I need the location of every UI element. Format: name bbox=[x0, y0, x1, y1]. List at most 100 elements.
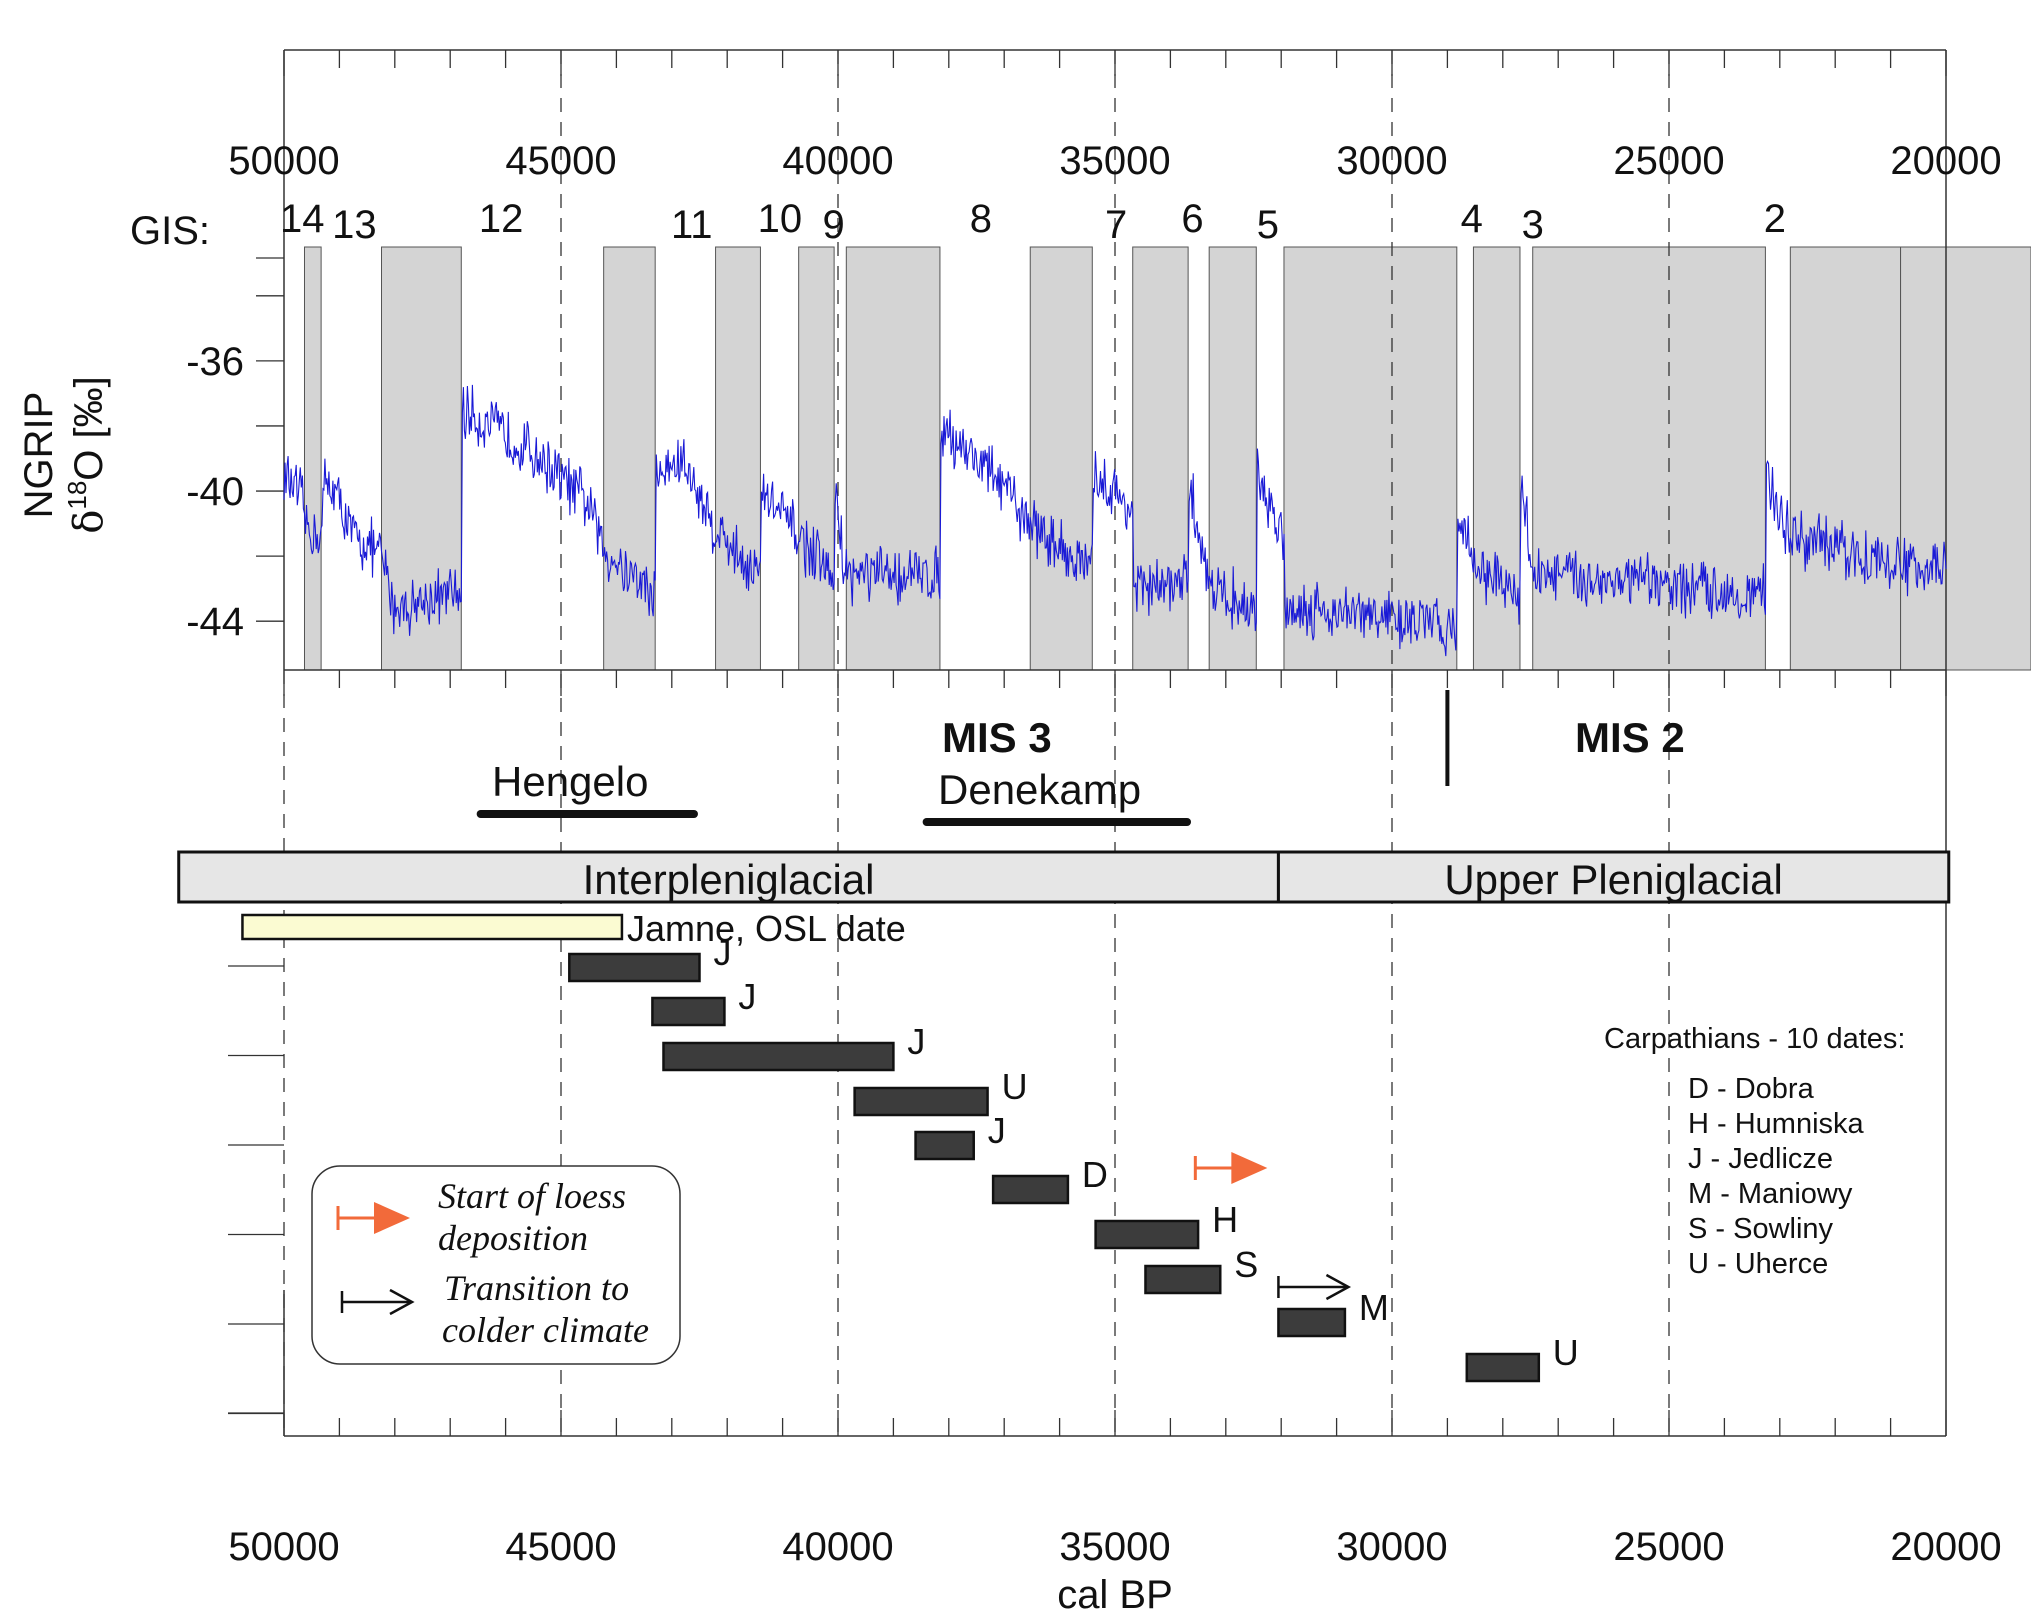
carpathians-item-0: D - Dobra bbox=[1688, 1073, 1815, 1105]
date-label-6: D bbox=[1082, 1154, 1108, 1195]
gis-label-9: 9 bbox=[822, 203, 844, 247]
carpathians-item-2: J - Jedlicze bbox=[1688, 1143, 1833, 1175]
gis-label-8: 8 bbox=[970, 197, 992, 241]
x-tick-label-top-30000: 30000 bbox=[1336, 139, 1447, 183]
period-box-1 bbox=[1276, 850, 1951, 904]
stadial-band-0 bbox=[303, 246, 322, 671]
date-bar-7 bbox=[1094, 1219, 1200, 1250]
series-line-d18o bbox=[283, 384, 1947, 657]
gis-label-12: 12 bbox=[479, 197, 524, 241]
gis-label-14: 14 bbox=[280, 197, 325, 241]
date-label-7: H bbox=[1212, 1199, 1238, 1240]
legend-colder-line2: colder climate bbox=[442, 1310, 649, 1350]
period-label-0: Interpleniglacial bbox=[583, 856, 875, 903]
legend-colder-arrow bbox=[340, 1288, 415, 1316]
denekamp-label: Denekamp bbox=[938, 766, 1141, 813]
gis-label-5: 5 bbox=[1257, 203, 1279, 247]
date-label-9: M bbox=[1359, 1287, 1389, 1328]
x-tick-label-top-20000: 20000 bbox=[1890, 139, 2001, 183]
stadial-band-13 bbox=[1900, 246, 2031, 671]
date-label-2: J bbox=[738, 976, 756, 1017]
gis-label-10: 10 bbox=[758, 197, 803, 241]
date-bar-0 bbox=[241, 913, 624, 941]
legend-loess-arrow bbox=[336, 1202, 410, 1234]
date-bar-5 bbox=[914, 1130, 975, 1161]
y-tick-label-2: -44 bbox=[186, 600, 244, 644]
date-bar-6 bbox=[991, 1174, 1070, 1205]
y-tick-label-0: -36 bbox=[186, 340, 244, 384]
x-tick-label-bottom-50000: 50000 bbox=[228, 1525, 339, 1569]
stadial-band-5 bbox=[845, 246, 941, 671]
gis-label-13: 13 bbox=[332, 203, 377, 247]
date-bar-4 bbox=[853, 1086, 989, 1117]
date-label-8: S bbox=[1234, 1244, 1258, 1285]
x-tick-label-top-25000: 25000 bbox=[1613, 139, 1724, 183]
carpathians-title: Carpathians - 10 dates: bbox=[1604, 1023, 1905, 1055]
date-bar-2 bbox=[651, 996, 726, 1027]
stadial-band-9 bbox=[1283, 246, 1458, 671]
gis-prefix: GIS: bbox=[130, 209, 210, 253]
gis-label-3: 3 bbox=[1522, 203, 1544, 247]
x-tick-label-top-40000: 40000 bbox=[782, 139, 893, 183]
y-axis-label-line2: δ18O [‰] bbox=[62, 376, 112, 533]
loess-arrow-head bbox=[1231, 1152, 1268, 1184]
hengelo-label: Hengelo bbox=[492, 758, 648, 805]
x-axis-label: cal BP bbox=[1057, 1573, 1173, 1617]
date-bar-3 bbox=[662, 1041, 895, 1072]
gis-label-6: 6 bbox=[1181, 197, 1203, 241]
period-box-0 bbox=[177, 850, 1280, 904]
mis3-label: MIS 3 bbox=[942, 714, 1052, 761]
x-tick-label-bottom-30000: 30000 bbox=[1336, 1525, 1447, 1569]
x-tick-label-bottom-40000: 40000 bbox=[782, 1525, 893, 1569]
x-tick-label-top-35000: 35000 bbox=[1059, 139, 1170, 183]
stadial-band-10 bbox=[1472, 246, 1521, 671]
carpathians-item-4: S - Sowliny bbox=[1688, 1213, 1834, 1245]
stadial-band-3 bbox=[715, 246, 761, 671]
carpathians-item-3: M - Maniowy bbox=[1688, 1178, 1853, 1210]
stadial-band-11 bbox=[1532, 246, 1766, 671]
x-tick-label-bottom-35000: 35000 bbox=[1059, 1525, 1170, 1569]
x-tick-label-top-50000: 50000 bbox=[228, 139, 339, 183]
legend-loess-line2: deposition bbox=[438, 1218, 588, 1258]
carpathians-item-1: H - Humniska bbox=[1688, 1108, 1865, 1140]
stadial-band-2 bbox=[603, 246, 656, 671]
gis-label-11: 11 bbox=[671, 203, 713, 247]
stadial-band-6 bbox=[1029, 246, 1093, 671]
mis2-label: MIS 2 bbox=[1575, 714, 1685, 761]
x-tick-label-top-45000: 45000 bbox=[505, 139, 616, 183]
gis-label-2: 2 bbox=[1764, 197, 1786, 241]
date-label-0: Jamne, OSL date bbox=[627, 908, 906, 949]
loess-arrow bbox=[1193, 1152, 1268, 1184]
gis-label-4: 4 bbox=[1461, 197, 1483, 241]
date-label-1: J bbox=[714, 932, 732, 973]
date-label-10: U bbox=[1553, 1332, 1579, 1373]
date-label-4: U bbox=[1002, 1066, 1028, 1107]
date-bar-8 bbox=[1144, 1264, 1222, 1295]
date-label-3: J bbox=[907, 1021, 925, 1062]
x-tick-label-bottom-20000: 20000 bbox=[1890, 1525, 2001, 1569]
legend-loess-line1: Start of loess bbox=[438, 1176, 626, 1216]
stadial-band-4 bbox=[798, 246, 835, 671]
x-tick-label-bottom-25000: 25000 bbox=[1613, 1525, 1724, 1569]
colder-arrow bbox=[1277, 1273, 1352, 1301]
stadial-band-12 bbox=[1789, 246, 1902, 671]
colder-arrow-head bbox=[1325, 1273, 1352, 1301]
stadial-band-7 bbox=[1132, 246, 1189, 671]
date-label-5: J bbox=[988, 1110, 1006, 1151]
legend-colder-line1: Transition to bbox=[444, 1268, 629, 1308]
date-bar-1 bbox=[568, 952, 701, 983]
date-bar-9 bbox=[1277, 1307, 1347, 1338]
gis-label-7: 7 bbox=[1105, 203, 1127, 247]
legend-colder-arrow-head bbox=[389, 1288, 415, 1316]
period-label-1: Upper Pleniglacial bbox=[1444, 856, 1783, 903]
legend-loess-arrow-head bbox=[374, 1202, 410, 1234]
y-tick-label-1: -40 bbox=[186, 470, 244, 514]
y-axis-label-line1: NGRIP bbox=[17, 392, 61, 519]
carpathians-item-5: U - Uherce bbox=[1688, 1248, 1828, 1280]
date-bar-10 bbox=[1465, 1352, 1541, 1383]
x-tick-label-bottom-45000: 45000 bbox=[505, 1525, 616, 1569]
